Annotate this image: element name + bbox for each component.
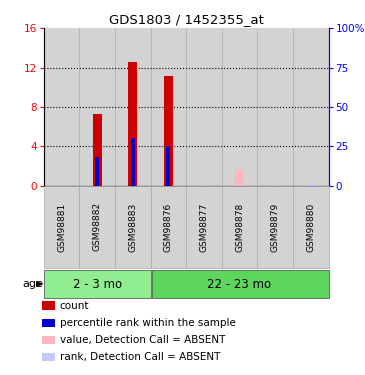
Bar: [237, 185, 242, 186]
Text: GSM98878: GSM98878: [235, 202, 244, 252]
Text: 2 - 3 mo: 2 - 3 mo: [73, 278, 122, 291]
Bar: [186, 28, 222, 186]
FancyBboxPatch shape: [150, 186, 186, 268]
Bar: [42, 302, 55, 310]
FancyBboxPatch shape: [257, 186, 293, 268]
Text: percentile rank within the sample: percentile rank within the sample: [60, 318, 236, 328]
FancyBboxPatch shape: [44, 186, 80, 268]
FancyBboxPatch shape: [152, 270, 328, 298]
Bar: [235, 169, 244, 186]
Bar: [95, 157, 99, 186]
Bar: [44, 28, 79, 186]
FancyBboxPatch shape: [80, 186, 115, 268]
Bar: [42, 318, 55, 327]
Bar: [202, 185, 206, 186]
Text: value, Detection Call = ABSENT: value, Detection Call = ABSENT: [60, 335, 225, 345]
Text: GSM98883: GSM98883: [128, 202, 137, 252]
Bar: [164, 76, 173, 186]
Text: rank, Detection Call = ABSENT: rank, Detection Call = ABSENT: [60, 352, 220, 362]
FancyBboxPatch shape: [222, 186, 257, 268]
Bar: [166, 146, 170, 186]
Text: GSM98879: GSM98879: [270, 202, 280, 252]
Text: age: age: [22, 279, 43, 289]
Bar: [93, 114, 101, 186]
FancyBboxPatch shape: [44, 270, 150, 298]
Text: GSM98882: GSM98882: [93, 202, 102, 251]
Bar: [150, 28, 186, 186]
Text: GSM98877: GSM98877: [199, 202, 208, 252]
FancyBboxPatch shape: [115, 186, 150, 268]
Bar: [131, 138, 135, 186]
Bar: [42, 353, 55, 361]
Bar: [222, 28, 257, 186]
Text: GSM98876: GSM98876: [164, 202, 173, 252]
Text: 22 - 23 mo: 22 - 23 mo: [207, 278, 272, 291]
FancyBboxPatch shape: [293, 186, 328, 268]
Bar: [257, 28, 293, 186]
Text: count: count: [60, 301, 89, 311]
Bar: [42, 336, 55, 344]
Bar: [273, 185, 277, 186]
Bar: [128, 62, 137, 186]
Bar: [308, 184, 313, 186]
Bar: [115, 28, 150, 186]
Text: GSM98881: GSM98881: [57, 202, 66, 252]
Title: GDS1803 / 1452355_at: GDS1803 / 1452355_at: [109, 13, 264, 26]
Bar: [80, 28, 115, 186]
FancyBboxPatch shape: [186, 186, 222, 268]
Bar: [293, 28, 328, 186]
Text: GSM98880: GSM98880: [306, 202, 315, 252]
